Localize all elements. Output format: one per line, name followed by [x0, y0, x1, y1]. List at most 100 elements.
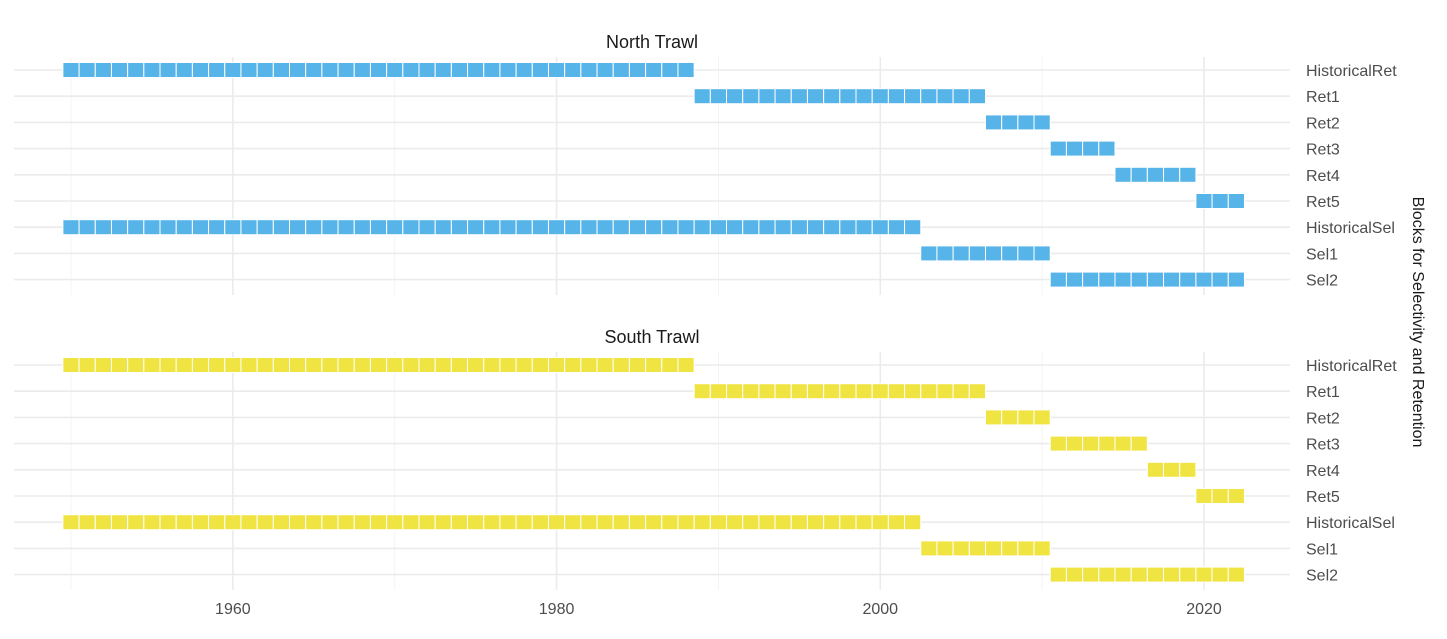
tile-Ret1-2000: [872, 384, 888, 399]
tile-Sel2-2012: [1066, 567, 1082, 582]
tile-Ret1-2001: [888, 384, 904, 399]
tile-HistoricalRet-1963: [273, 63, 289, 78]
tile-Ret1-2005: [953, 384, 969, 399]
tile-HistoricalSel-1982: [581, 220, 597, 235]
tile-HistoricalSel-1986: [646, 515, 662, 530]
tile-HistoricalSel-1992: [743, 220, 759, 235]
tile-HistoricalRet-1975: [468, 358, 484, 373]
tile-HistoricalSel-1994: [775, 515, 791, 530]
tile-HistoricalRet-1987: [662, 63, 678, 78]
tile-Ret1-2004: [937, 384, 953, 399]
tile-HistoricalRet-1976: [484, 358, 500, 373]
tile-Ret3-2016: [1131, 436, 1147, 451]
tile-HistoricalRet-1979: [532, 358, 548, 373]
tile-Ret2-2009: [1018, 115, 1034, 130]
tile-Sel1-2009: [1018, 541, 1034, 556]
tile-HistoricalRet-1982: [581, 63, 597, 78]
tile-HistoricalRet-1970: [387, 63, 403, 78]
tile-Sel1-2005: [953, 246, 969, 261]
tile-Ret4-2015: [1115, 167, 1131, 182]
tile-HistoricalSel-1987: [662, 515, 678, 530]
tile-HistoricalSel-1983: [597, 515, 613, 530]
tile-Ret3-2012: [1066, 141, 1082, 156]
tile-HistoricalSel-1984: [613, 515, 629, 530]
tile-HistoricalRet-1965: [306, 358, 322, 373]
tile-Ret5-2020: [1196, 489, 1212, 504]
tile-HistoricalSel-1958: [192, 515, 208, 530]
tile-HistoricalRet-1958: [192, 358, 208, 373]
tile-HistoricalSel-1997: [824, 515, 840, 530]
category-label: Ret2: [1306, 410, 1340, 427]
tile-HistoricalRet-1977: [500, 63, 516, 78]
tile-HistoricalSel-1957: [176, 220, 192, 235]
tile-HistoricalSel-1996: [807, 220, 823, 235]
tile-HistoricalSel-1956: [160, 220, 176, 235]
tile-HistoricalSel-1954: [128, 220, 144, 235]
tile-HistoricalSel-1991: [727, 220, 743, 235]
tile-HistoricalRet-1974: [451, 63, 467, 78]
category-label: HistoricalSel: [1306, 515, 1395, 532]
tile-Ret5-2022: [1228, 489, 1244, 504]
x-tick-label: 2000: [862, 601, 898, 618]
tile-HistoricalRet-1951: [79, 358, 95, 373]
tile-HistoricalRet-1988: [678, 358, 694, 373]
tile-HistoricalSel-2000: [872, 515, 888, 530]
tile-HistoricalSel-1951: [79, 515, 95, 530]
tile-HistoricalSel-1968: [354, 220, 370, 235]
tile-Sel2-2019: [1180, 272, 1196, 287]
tile-Ret3-2014: [1099, 436, 1115, 451]
tile-HistoricalSel-1990: [710, 220, 726, 235]
tile-HistoricalSel-1982: [581, 515, 597, 530]
tile-Sel1-2010: [1034, 541, 1050, 556]
tile-HistoricalRet-1980: [548, 63, 564, 78]
tile-Ret2-2007: [985, 410, 1001, 425]
x-tick-label: 1980: [539, 601, 575, 618]
tile-HistoricalSel-1988: [678, 220, 694, 235]
tile-HistoricalRet-1960: [225, 358, 241, 373]
tile-Ret1-1990: [710, 384, 726, 399]
tile-HistoricalRet-1986: [646, 358, 662, 373]
tile-HistoricalRet-1983: [597, 63, 613, 78]
tile-HistoricalSel-1969: [370, 515, 386, 530]
tile-HistoricalSel-1970: [387, 515, 403, 530]
tile-HistoricalRet-1962: [257, 358, 273, 373]
tile-HistoricalSel-1967: [338, 515, 354, 530]
tile-HistoricalSel-1972: [419, 515, 435, 530]
tile-HistoricalRet-1964: [290, 358, 306, 373]
tile-HistoricalRet-1956: [160, 63, 176, 78]
tile-Sel1-2008: [1002, 246, 1018, 261]
tile-HistoricalSel-1993: [759, 515, 775, 530]
tile-HistoricalSel-1962: [257, 220, 273, 235]
tile-HistoricalRet-1985: [629, 358, 645, 373]
tile-Ret1-2004: [937, 89, 953, 104]
tile-HistoricalRet-1987: [662, 358, 678, 373]
tile-Ret5-2021: [1212, 489, 1228, 504]
tile-HistoricalSel-1955: [144, 515, 160, 530]
tile-Sel2-2015: [1115, 567, 1131, 582]
tile-HistoricalSel-1995: [791, 515, 807, 530]
tile-Ret2-2009: [1018, 410, 1034, 425]
category-label: Sel1: [1306, 541, 1338, 558]
tile-HistoricalSel-1963: [273, 515, 289, 530]
tile-HistoricalSel-1985: [629, 220, 645, 235]
tile-Ret1-2002: [905, 384, 921, 399]
x-tick-label: 2020: [1186, 601, 1222, 618]
tile-Ret1-1992: [743, 384, 759, 399]
category-label: Ret4: [1306, 463, 1340, 480]
tile-Sel2-2012: [1066, 272, 1082, 287]
tile-HistoricalSel-1981: [565, 220, 581, 235]
grid-layer: [14, 57, 1290, 590]
tile-Sel1-2005: [953, 541, 969, 556]
tile-Sel2-2011: [1050, 567, 1066, 582]
tile-Ret1-1999: [856, 89, 872, 104]
tile-Ret1-1989: [694, 89, 710, 104]
tile-HistoricalSel-1977: [500, 515, 516, 530]
tile-Sel1-2010: [1034, 246, 1050, 261]
tile-Ret4-2016: [1131, 167, 1147, 182]
tile-HistoricalRet-1957: [176, 63, 192, 78]
tile-Sel2-2022: [1228, 567, 1244, 582]
tile-HistoricalRet-1959: [209, 63, 225, 78]
tile-HistoricalRet-1972: [419, 63, 435, 78]
tile-Ret1-1999: [856, 384, 872, 399]
tile-HistoricalRet-1970: [387, 358, 403, 373]
